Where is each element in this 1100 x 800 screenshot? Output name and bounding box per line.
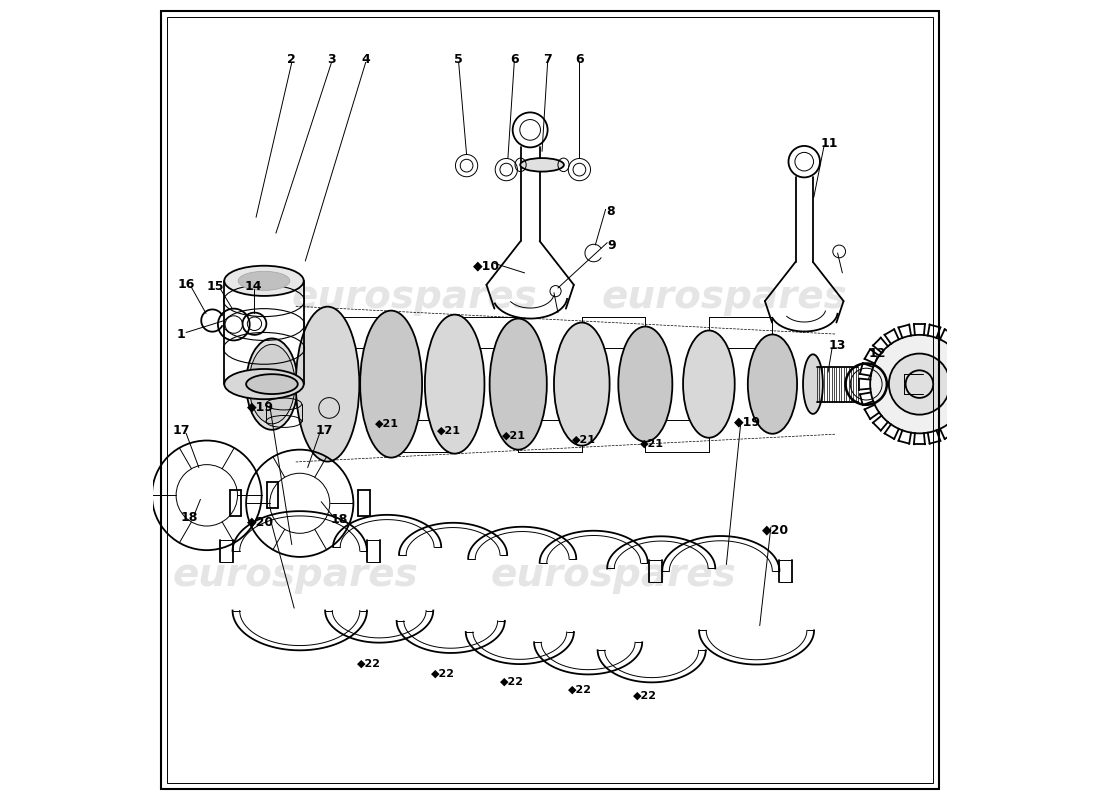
Text: eurospares: eurospares	[173, 556, 419, 594]
Text: ◆21: ◆21	[375, 419, 399, 429]
Text: ◆21: ◆21	[640, 438, 663, 449]
Text: ◆20: ◆20	[248, 515, 274, 528]
Text: ◆20: ◆20	[762, 523, 789, 536]
Ellipse shape	[224, 369, 304, 399]
Text: 16: 16	[177, 278, 195, 290]
Text: 6: 6	[575, 54, 584, 66]
Text: 7: 7	[543, 54, 552, 66]
Ellipse shape	[224, 266, 304, 296]
Text: ◆22: ◆22	[356, 658, 381, 669]
Text: ◆22: ◆22	[634, 690, 658, 701]
Ellipse shape	[683, 330, 735, 438]
Text: 5: 5	[454, 54, 463, 66]
Text: 18: 18	[331, 514, 349, 526]
Text: ◆21: ◆21	[503, 430, 526, 441]
Ellipse shape	[425, 314, 484, 454]
Text: 12: 12	[869, 347, 887, 361]
Circle shape	[889, 354, 950, 414]
Ellipse shape	[520, 158, 564, 171]
Text: 8: 8	[606, 206, 615, 218]
Text: 3: 3	[327, 54, 336, 66]
Ellipse shape	[748, 334, 797, 434]
Text: ◆19: ◆19	[248, 401, 274, 414]
Text: 18: 18	[180, 511, 198, 524]
Text: 4: 4	[361, 54, 370, 66]
Text: 17: 17	[316, 425, 333, 438]
Text: ◆22: ◆22	[569, 685, 592, 695]
Ellipse shape	[239, 271, 289, 290]
Text: ◆21: ◆21	[437, 425, 461, 435]
Text: 2: 2	[287, 54, 296, 66]
Text: eurospares: eurospares	[602, 278, 848, 316]
Ellipse shape	[490, 318, 547, 450]
Text: ◆21: ◆21	[572, 434, 596, 445]
Text: 11: 11	[821, 137, 837, 150]
Text: 14: 14	[245, 280, 263, 293]
Ellipse shape	[249, 344, 295, 424]
Ellipse shape	[803, 354, 823, 414]
Text: 6: 6	[510, 54, 518, 66]
Text: 15: 15	[207, 280, 224, 293]
Text: 13: 13	[829, 339, 846, 353]
Ellipse shape	[360, 310, 422, 458]
Ellipse shape	[618, 326, 672, 442]
Ellipse shape	[246, 374, 298, 394]
Ellipse shape	[554, 322, 609, 446]
Ellipse shape	[246, 338, 298, 430]
Ellipse shape	[296, 306, 360, 462]
Text: eurospares: eurospares	[293, 278, 538, 316]
Text: 9: 9	[607, 238, 616, 251]
Text: 17: 17	[173, 424, 190, 437]
Text: 1: 1	[176, 328, 185, 342]
Text: ◆22: ◆22	[499, 677, 524, 687]
Text: ◆10: ◆10	[473, 259, 500, 272]
Text: ◆22: ◆22	[431, 668, 454, 678]
Circle shape	[870, 335, 969, 434]
Text: eurospares: eurospares	[491, 556, 736, 594]
Text: ◆19: ◆19	[734, 415, 760, 428]
